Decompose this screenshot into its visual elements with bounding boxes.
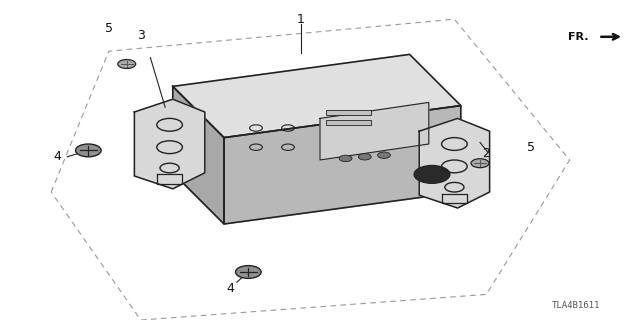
Circle shape [358,154,371,160]
Circle shape [471,159,489,168]
Polygon shape [320,102,429,160]
Text: 4: 4 [54,150,61,163]
Text: 5: 5 [105,22,113,35]
Circle shape [236,266,261,278]
Text: FR.: FR. [568,32,589,42]
Polygon shape [224,106,461,224]
Text: 3: 3 [137,29,145,42]
Circle shape [339,155,352,162]
Polygon shape [419,118,490,208]
Circle shape [378,152,390,158]
Text: 4: 4 [227,282,234,294]
Text: 1: 1 [297,13,305,26]
Text: 2: 2 [483,147,490,160]
Polygon shape [134,99,205,189]
Circle shape [118,60,136,68]
Polygon shape [173,54,461,138]
Polygon shape [173,86,224,224]
Bar [326,110,371,115]
Circle shape [76,144,101,157]
Text: TLA4B1611: TLA4B1611 [552,301,600,310]
Circle shape [414,165,450,183]
Bar [326,120,371,125]
Text: 5: 5 [527,141,535,154]
